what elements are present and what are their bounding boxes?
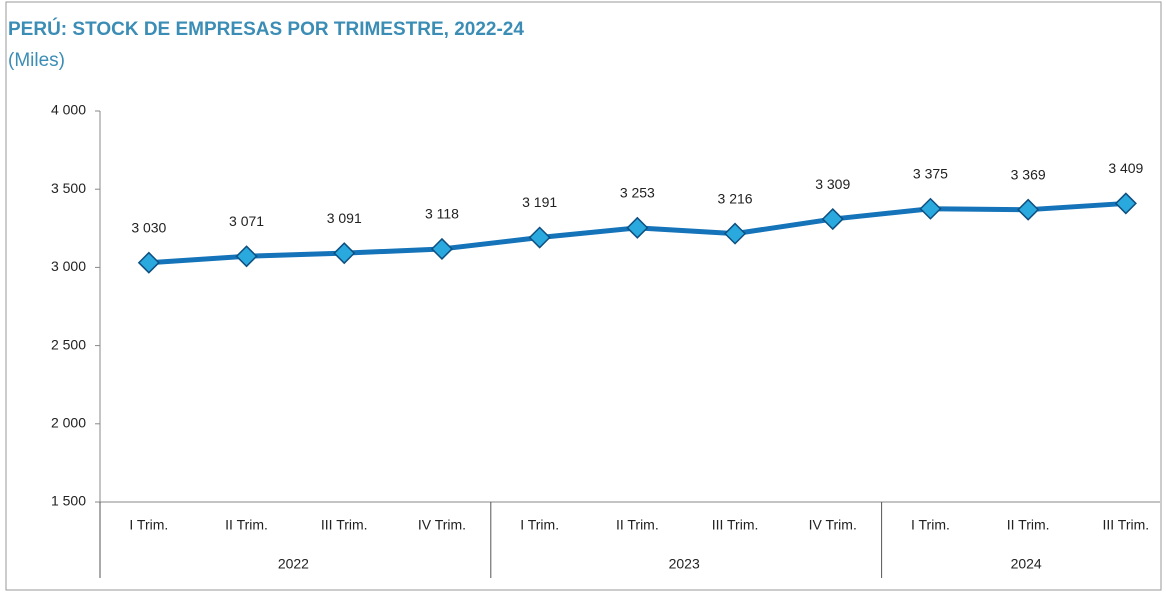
data-label: 3 375 — [913, 165, 948, 181]
data-label: 3 369 — [1011, 166, 1046, 182]
x-tick-label: II Trim. — [616, 517, 659, 533]
x-tick-label: II Trim. — [1007, 517, 1050, 533]
data-label: 3 091 — [327, 210, 362, 226]
x-tick-label: III Trim. — [321, 517, 368, 533]
group-label: 2022 — [278, 556, 309, 572]
data-label: 3 118 — [425, 206, 459, 222]
x-tick-label: II Trim. — [225, 517, 268, 533]
y-tick-label: 1 500 — [51, 493, 86, 509]
marker — [430, 237, 454, 261]
data-label: 3 030 — [131, 219, 166, 235]
data-label: 3 309 — [815, 176, 850, 192]
marker — [919, 197, 942, 220]
x-tick-label: IV Trim. — [809, 517, 857, 533]
x-tick-label: III Trim. — [712, 517, 759, 533]
data-label: 3 253 — [620, 185, 655, 201]
marker — [1114, 192, 1137, 215]
y-tick-label: 3 500 — [51, 180, 86, 196]
x-tick-label: III Trim. — [1103, 517, 1150, 533]
chart-title: PERÚ: STOCK DE EMPRESAS POR TRIMESTRE, 2… — [8, 18, 524, 40]
x-tick-label: I Trim. — [129, 517, 168, 533]
data-label: 3 191 — [522, 194, 557, 210]
marker — [137, 251, 160, 274]
x-tick-label: I Trim. — [520, 517, 559, 533]
y-tick-label: 4 000 — [51, 102, 86, 118]
y-tick-label: 2 000 — [51, 415, 86, 431]
marker — [626, 216, 649, 239]
marker — [1017, 198, 1040, 221]
x-tick-label: IV Trim. — [418, 517, 466, 533]
frame — [5, 1, 1162, 591]
marker — [528, 226, 551, 249]
chart-subtitle: (Miles) — [8, 50, 65, 71]
data-label: 3 071 — [229, 213, 264, 229]
marker — [723, 222, 747, 245]
y-tick-label: 3 000 — [51, 258, 86, 274]
data-label: 3 409 — [1108, 160, 1143, 176]
y-tick-label: 2 500 — [51, 336, 86, 352]
group-label: 2023 — [669, 556, 700, 572]
group-label: 2024 — [1011, 556, 1042, 572]
marker — [333, 242, 356, 265]
x-tick-label: I Trim. — [911, 517, 950, 533]
data-label: 3 216 — [718, 190, 753, 206]
marker — [821, 208, 844, 231]
marker — [235, 245, 258, 268]
